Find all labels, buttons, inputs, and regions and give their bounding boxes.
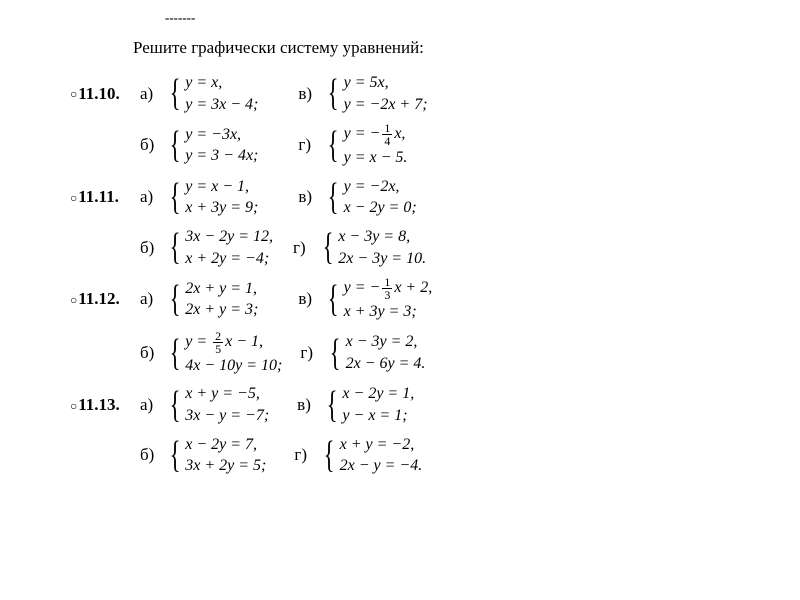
system-brace: { x − 2y = 7, 3x + 2y = 5; bbox=[166, 434, 266, 477]
system-brace: { y = 5x, y = −2x + 7; bbox=[324, 72, 427, 115]
system-brace: { y = −2x, x − 2y = 0; bbox=[324, 176, 416, 219]
problem-1110-row2: б) { y = −3x, y = 3 − 4x; г) { y = −14x,… bbox=[70, 122, 800, 169]
system-brace: { 3x − 2y = 12, x + 2y = −4; bbox=[166, 226, 273, 269]
problem-1113-row2: б) { x − 2y = 7, 3x + 2y = 5; г) { x + y… bbox=[70, 434, 800, 477]
system-brace: { y = x, y = 3x − 4; bbox=[166, 72, 258, 115]
equation: y = −2x, bbox=[344, 176, 417, 198]
part-label-v: в) bbox=[298, 84, 320, 104]
system-brace: { y = −13x + 2, x + 3y = 3; bbox=[324, 276, 432, 323]
part-1111-v: в) { y = −2x, x − 2y = 0; bbox=[298, 176, 416, 219]
equation: x + 3y = 9; bbox=[185, 197, 258, 219]
equation: y = x − 5. bbox=[344, 147, 408, 169]
system-brace: { y = 25x − 1, 4x − 10y = 10; bbox=[166, 330, 282, 377]
problem-number-1112: ○11.12. bbox=[70, 289, 140, 309]
part-1110-a: а) { y = x, y = 3x − 4; bbox=[140, 72, 258, 115]
system-brace: { y = x − 1, x + 3y = 9; bbox=[166, 176, 258, 219]
equation: x − 3y = 2, bbox=[346, 331, 426, 353]
part-1112-a: а) { 2x + y = 1, 2x + y = 3; bbox=[140, 278, 258, 321]
equation: x − 2y = 0; bbox=[344, 197, 417, 219]
part-1110-b: б) { y = −3x, y = 3 − 4x; bbox=[140, 124, 258, 167]
system-brace: { x + y = −5, 3x − y = −7; bbox=[166, 383, 269, 426]
system-brace: { y = −3x, y = 3 − 4x; bbox=[166, 124, 258, 167]
equation: 2x + y = 1, bbox=[185, 278, 258, 300]
part-label-v: в) bbox=[298, 187, 320, 207]
problem-1113-row1: ○11.13. а) { x + y = −5, 3x − y = −7; в)… bbox=[70, 383, 800, 426]
equation: y = 3x − 4; bbox=[185, 94, 258, 116]
system-brace: { x − 3y = 2, 2x − 6y = 4. bbox=[326, 331, 425, 374]
equation: y = −13x + 2, bbox=[344, 276, 433, 301]
part-label-a: а) bbox=[140, 187, 162, 207]
part-1111-g: г) { x − 3y = 8, 2x − 3y = 10. bbox=[293, 226, 426, 269]
system-brace: { y = −14x, y = x − 5. bbox=[324, 122, 407, 169]
equation: x + y = −5, bbox=[185, 383, 269, 405]
part-label-g: г) bbox=[298, 135, 320, 155]
equation: 2x − y = −4. bbox=[340, 455, 423, 477]
problem-number-1113: ○11.13. bbox=[70, 395, 140, 415]
problem-number-1111: ○11.11. bbox=[70, 187, 140, 207]
system-brace: { x + y = −2, 2x − y = −4. bbox=[320, 434, 422, 477]
part-1110-v: в) { y = 5x, y = −2x + 7; bbox=[298, 72, 427, 115]
equation: 4x − 10y = 10; bbox=[185, 355, 282, 377]
equation: y − x = 1; bbox=[342, 405, 414, 427]
equation: y = 3 − 4x; bbox=[185, 145, 258, 167]
problem-number-1110: ○11.10. bbox=[70, 84, 140, 104]
part-1111-a: а) { y = x − 1, x + 3y = 9; bbox=[140, 176, 258, 219]
equation: y = 25x − 1, bbox=[185, 330, 282, 355]
part-1112-g: г) { x − 3y = 2, 2x − 6y = 4. bbox=[300, 331, 425, 374]
part-1113-a: а) { x + y = −5, 3x − y = −7; bbox=[140, 383, 269, 426]
equation: 2x − 6y = 4. bbox=[346, 353, 426, 375]
equation: 3x − 2y = 12, bbox=[185, 226, 273, 248]
part-label-v: в) bbox=[297, 395, 319, 415]
part-1112-b: б) { y = 25x − 1, 4x − 10y = 10; bbox=[140, 330, 282, 377]
equation: y = −14x, bbox=[344, 122, 408, 147]
equation: x − 2y = 1, bbox=[342, 383, 414, 405]
system-brace: { x − 3y = 8, 2x − 3y = 10. bbox=[319, 226, 426, 269]
worksheet: ------- Решите графически систему уравне… bbox=[0, 0, 800, 477]
part-label-v: в) bbox=[298, 289, 320, 309]
part-1111-b: б) { 3x − 2y = 12, x + 2y = −4; bbox=[140, 226, 273, 269]
part-1110-g: г) { y = −14x, y = x − 5. bbox=[298, 122, 407, 169]
part-label-a: а) bbox=[140, 84, 162, 104]
part-label-a: а) bbox=[140, 289, 162, 309]
part-label-g: г) bbox=[300, 343, 322, 363]
instruction-text: Решите графически систему уравнений: bbox=[133, 38, 800, 58]
equation: 3x − y = −7; bbox=[185, 405, 269, 427]
equation: x + y = −2, bbox=[340, 434, 423, 456]
equation: 2x + y = 3; bbox=[185, 299, 258, 321]
system-brace: { x − 2y = 1, y − x = 1; bbox=[323, 383, 414, 426]
problem-1111-row1: ○11.11. а) { y = x − 1, x + 3y = 9; в) {… bbox=[70, 176, 800, 219]
system-brace: { 2x + y = 1, 2x + y = 3; bbox=[166, 278, 258, 321]
equation: y = x, bbox=[185, 72, 258, 94]
part-label-g: г) bbox=[293, 238, 315, 258]
equation: 2x − 3y = 10. bbox=[338, 248, 426, 270]
part-label-b: б) bbox=[140, 343, 162, 363]
equation: x − 2y = 7, bbox=[185, 434, 266, 456]
equation: 3x + 2y = 5; bbox=[185, 455, 266, 477]
problem-1112-row1: ○11.12. а) { 2x + y = 1, 2x + y = 3; в) … bbox=[70, 276, 800, 323]
part-1112-v: в) { y = −13x + 2, x + 3y = 3; bbox=[298, 276, 432, 323]
part-label-g: г) bbox=[294, 445, 316, 465]
problem-1112-row2: б) { y = 25x − 1, 4x − 10y = 10; г) { x … bbox=[70, 330, 800, 377]
equation: x − 3y = 8, bbox=[338, 226, 426, 248]
part-label-b: б) bbox=[140, 238, 162, 258]
part-label-b: б) bbox=[140, 135, 162, 155]
equation: x + 3y = 3; bbox=[344, 301, 433, 323]
part-label-a: а) bbox=[140, 395, 162, 415]
equation: y = 5x, bbox=[344, 72, 428, 94]
problem-1111-row2: б) { 3x − 2y = 12, x + 2y = −4; г) { x −… bbox=[70, 226, 800, 269]
equation: y = x − 1, bbox=[185, 176, 258, 198]
part-label-b: б) bbox=[140, 445, 162, 465]
part-1113-b: б) { x − 2y = 7, 3x + 2y = 5; bbox=[140, 434, 266, 477]
equation: y = −2x + 7; bbox=[344, 94, 428, 116]
equation: x + 2y = −4; bbox=[185, 248, 273, 270]
part-1113-g: г) { x + y = −2, 2x − y = −4. bbox=[294, 434, 422, 477]
part-1113-v: в) { x − 2y = 1, y − x = 1; bbox=[297, 383, 414, 426]
equation: y = −3x, bbox=[185, 124, 258, 146]
header-dashes: ------- bbox=[165, 10, 800, 26]
problem-1110-row1: ○11.10. а) { y = x, y = 3x − 4; в) { y =… bbox=[70, 72, 800, 115]
